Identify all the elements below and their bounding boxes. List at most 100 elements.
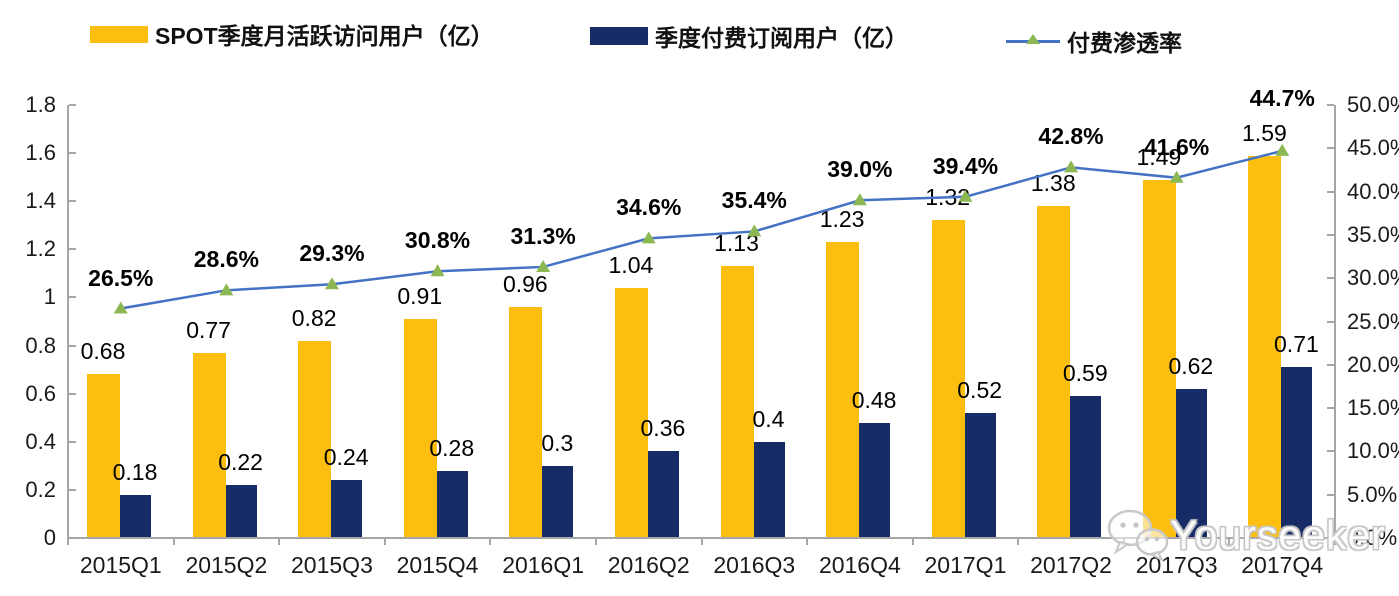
subs-value-label: 0.48: [851, 386, 897, 413]
right-tick-label: 30.0%: [1347, 265, 1399, 291]
penetration-value-label: 39.0%: [827, 156, 893, 183]
right-axis-tick: [1327, 104, 1334, 106]
penetration-marker-icon: [1275, 143, 1290, 156]
right-axis-tick: [1327, 320, 1334, 323]
right-tick-label: 45.0%: [1347, 135, 1399, 161]
subs-bar: [331, 480, 363, 537]
left-axis-tick: [69, 200, 76, 203]
left-tick-label: 0.4: [25, 428, 56, 454]
x-tick-label: 2016Q2: [607, 552, 690, 578]
subs-bar: [436, 470, 468, 537]
legend-item-mau: SPOT季度月活跃访问用户（亿）: [90, 17, 494, 51]
right-axis-tick: [1327, 450, 1334, 453]
right-tick-label: 25.0%: [1347, 308, 1399, 334]
x-axis-tick: [911, 538, 914, 545]
left-axis-tick: [69, 488, 76, 491]
subs-legend-swatch: [590, 27, 648, 45]
right-tick-label: 15.0%: [1347, 395, 1399, 421]
mau-value-label: 0.82: [291, 304, 337, 331]
penetration-value-label: 39.4%: [932, 152, 999, 179]
left-tick-label: 1.2: [25, 236, 56, 262]
right-axis-tick: [1327, 277, 1334, 280]
x-tick-label: 2017Q1: [924, 552, 1007, 578]
penetration-marker-icon: [430, 264, 445, 277]
subs-value-label: 0.24: [323, 444, 369, 471]
subs-value-label: 0.71: [1274, 331, 1319, 358]
subs-bar: [1175, 388, 1207, 537]
subs-bar: [859, 422, 891, 537]
left-tick-label: 1.8: [25, 92, 56, 117]
wechat-icon: [1107, 509, 1169, 563]
subs-value-label: 0.4: [752, 405, 785, 432]
subs-value-label: 0.3: [541, 429, 574, 456]
left-axis-tick: [69, 152, 76, 155]
watermark: Yourseeker: [1106, 506, 1386, 564]
mau-value-label: 1.23: [819, 206, 865, 233]
x-axis-tick: [67, 538, 69, 545]
right-tick-label: 35.0%: [1347, 221, 1399, 247]
x-tick-label: 2015Q1: [79, 552, 162, 578]
penetration-marker-icon: [852, 193, 867, 206]
subs-bar: [753, 441, 785, 537]
left-tick-label: 0: [43, 525, 56, 550]
right-axis-tick: [1327, 493, 1334, 496]
right-axis-tick: [1327, 363, 1334, 366]
penetration-value-label: 42.8%: [1038, 123, 1104, 150]
mau-bar: [87, 374, 120, 537]
right-tick-label: 50.0%: [1347, 92, 1399, 117]
mau-value-label: 1.38: [1030, 170, 1076, 197]
left-axis-tick: [69, 537, 76, 539]
penetration-value-label: 30.8%: [404, 227, 471, 254]
legend-label-subs: 季度付费订阅用户（亿）: [655, 25, 908, 51]
x-tick-label: 2017Q4: [1241, 552, 1324, 578]
right-tick-label: 5.0%: [1347, 481, 1398, 507]
penetration-value-label: 28.6%: [193, 246, 259, 273]
legend-item-subs: 季度付费订阅用户（亿）: [590, 19, 908, 53]
subs-bar: [964, 412, 996, 537]
right-axis-tick: [1327, 233, 1334, 236]
legend-item-penetration: 付费渗透率: [1006, 24, 1182, 58]
mau-value-label: 0.68: [80, 338, 126, 365]
left-axis-line: [67, 105, 69, 538]
mau-bar: [403, 319, 437, 537]
left-axis-tick: [69, 440, 76, 443]
x-tick-label: 2016Q1: [502, 552, 585, 578]
watermark-text: Yourseeker: [1170, 511, 1386, 558]
subs-bar: [542, 465, 574, 537]
right-tick-label: 0.0%: [1347, 525, 1398, 550]
x-axis-tick: [489, 538, 492, 545]
x-tick-label: 2017Q2: [1030, 552, 1112, 578]
legend-label-penetration: 付费渗透率: [1067, 30, 1182, 56]
mau-value-label: 1.13: [714, 230, 759, 257]
subs-value-label: 0.62: [1168, 352, 1214, 379]
subs-bar: [647, 451, 679, 537]
triangle-marker-icon: [1026, 33, 1040, 44]
mau-value-label: 1.32: [925, 184, 971, 211]
penetration-value-label: 29.3%: [299, 240, 365, 267]
left-axis-tick: [69, 248, 76, 251]
mau-value-label: 0.91: [397, 283, 443, 310]
penetration-value-label: 44.7%: [1249, 84, 1315, 111]
subs-value-label: 0.22: [218, 449, 263, 476]
x-axis-tick: [383, 538, 386, 545]
penetration-value-label: 35.4%: [721, 187, 787, 214]
subs-value-label: 0.28: [429, 434, 475, 461]
mau-value-label: 1.04: [608, 251, 654, 278]
left-tick-label: 0.8: [25, 332, 56, 358]
left-axis-tick: [69, 104, 76, 106]
x-axis-tick: [278, 538, 281, 545]
subs-bar: [1281, 367, 1313, 537]
mau-value-label: 0.96: [502, 271, 548, 298]
x-axis-tick: [172, 538, 175, 545]
right-axis-tick: [1327, 190, 1334, 193]
x-tick-label: 2016Q3: [713, 552, 796, 578]
x-axis-tick: [700, 538, 703, 545]
legend-label-mau: SPOT季度月活跃访问用户（亿）: [155, 23, 494, 49]
x-tick-label: 2015Q4: [396, 552, 479, 578]
x-axis-tick: [806, 538, 809, 545]
subs-bar: [120, 494, 151, 537]
penetration-value-label: 41.6%: [1144, 133, 1210, 160]
right-axis-tick: [1327, 147, 1334, 150]
penetration-value-label: 26.5%: [88, 264, 154, 291]
